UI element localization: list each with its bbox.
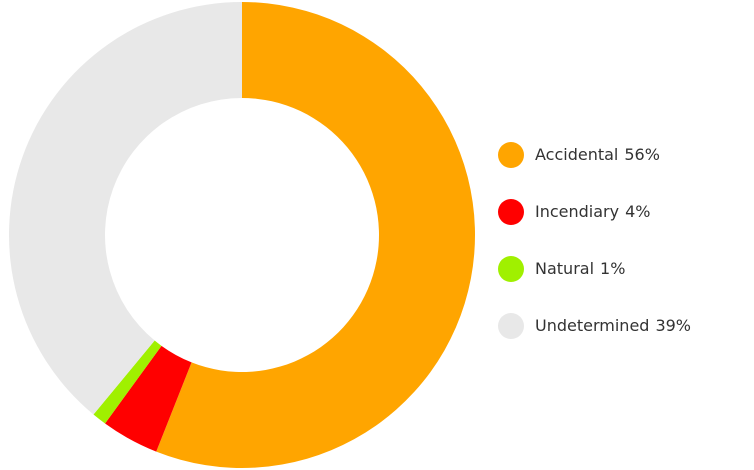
legend-value: 1%: [600, 259, 625, 278]
legend-swatch: [498, 142, 524, 168]
donut-segment: [9, 2, 242, 415]
donut-segment: [156, 2, 476, 468]
legend-swatch: [498, 199, 524, 225]
legend-value: 56%: [624, 145, 660, 164]
legend-name: Natural: [535, 259, 594, 278]
legend-label: Undetermined 39%: [535, 316, 691, 335]
legend-item: Incendiary 4%: [498, 199, 650, 225]
legend-value: 4%: [625, 202, 650, 221]
legend-value: 39%: [655, 316, 691, 335]
legend-name: Accidental: [535, 145, 618, 164]
legend-name: Undetermined: [535, 316, 649, 335]
legend-item: Natural 1%: [498, 256, 625, 282]
legend-item: Accidental 56%: [498, 142, 660, 168]
legend-swatch: [498, 256, 524, 282]
legend-label: Incendiary 4%: [535, 202, 650, 221]
legend-swatch: [498, 313, 524, 339]
donut-segment: [105, 345, 192, 452]
legend-name: Incendiary: [535, 202, 619, 221]
legend-label: Natural 1%: [535, 259, 625, 278]
legend-item: Undetermined 39%: [498, 313, 691, 339]
legend-label: Accidental 56%: [535, 145, 660, 164]
donut-segment: [93, 340, 162, 424]
